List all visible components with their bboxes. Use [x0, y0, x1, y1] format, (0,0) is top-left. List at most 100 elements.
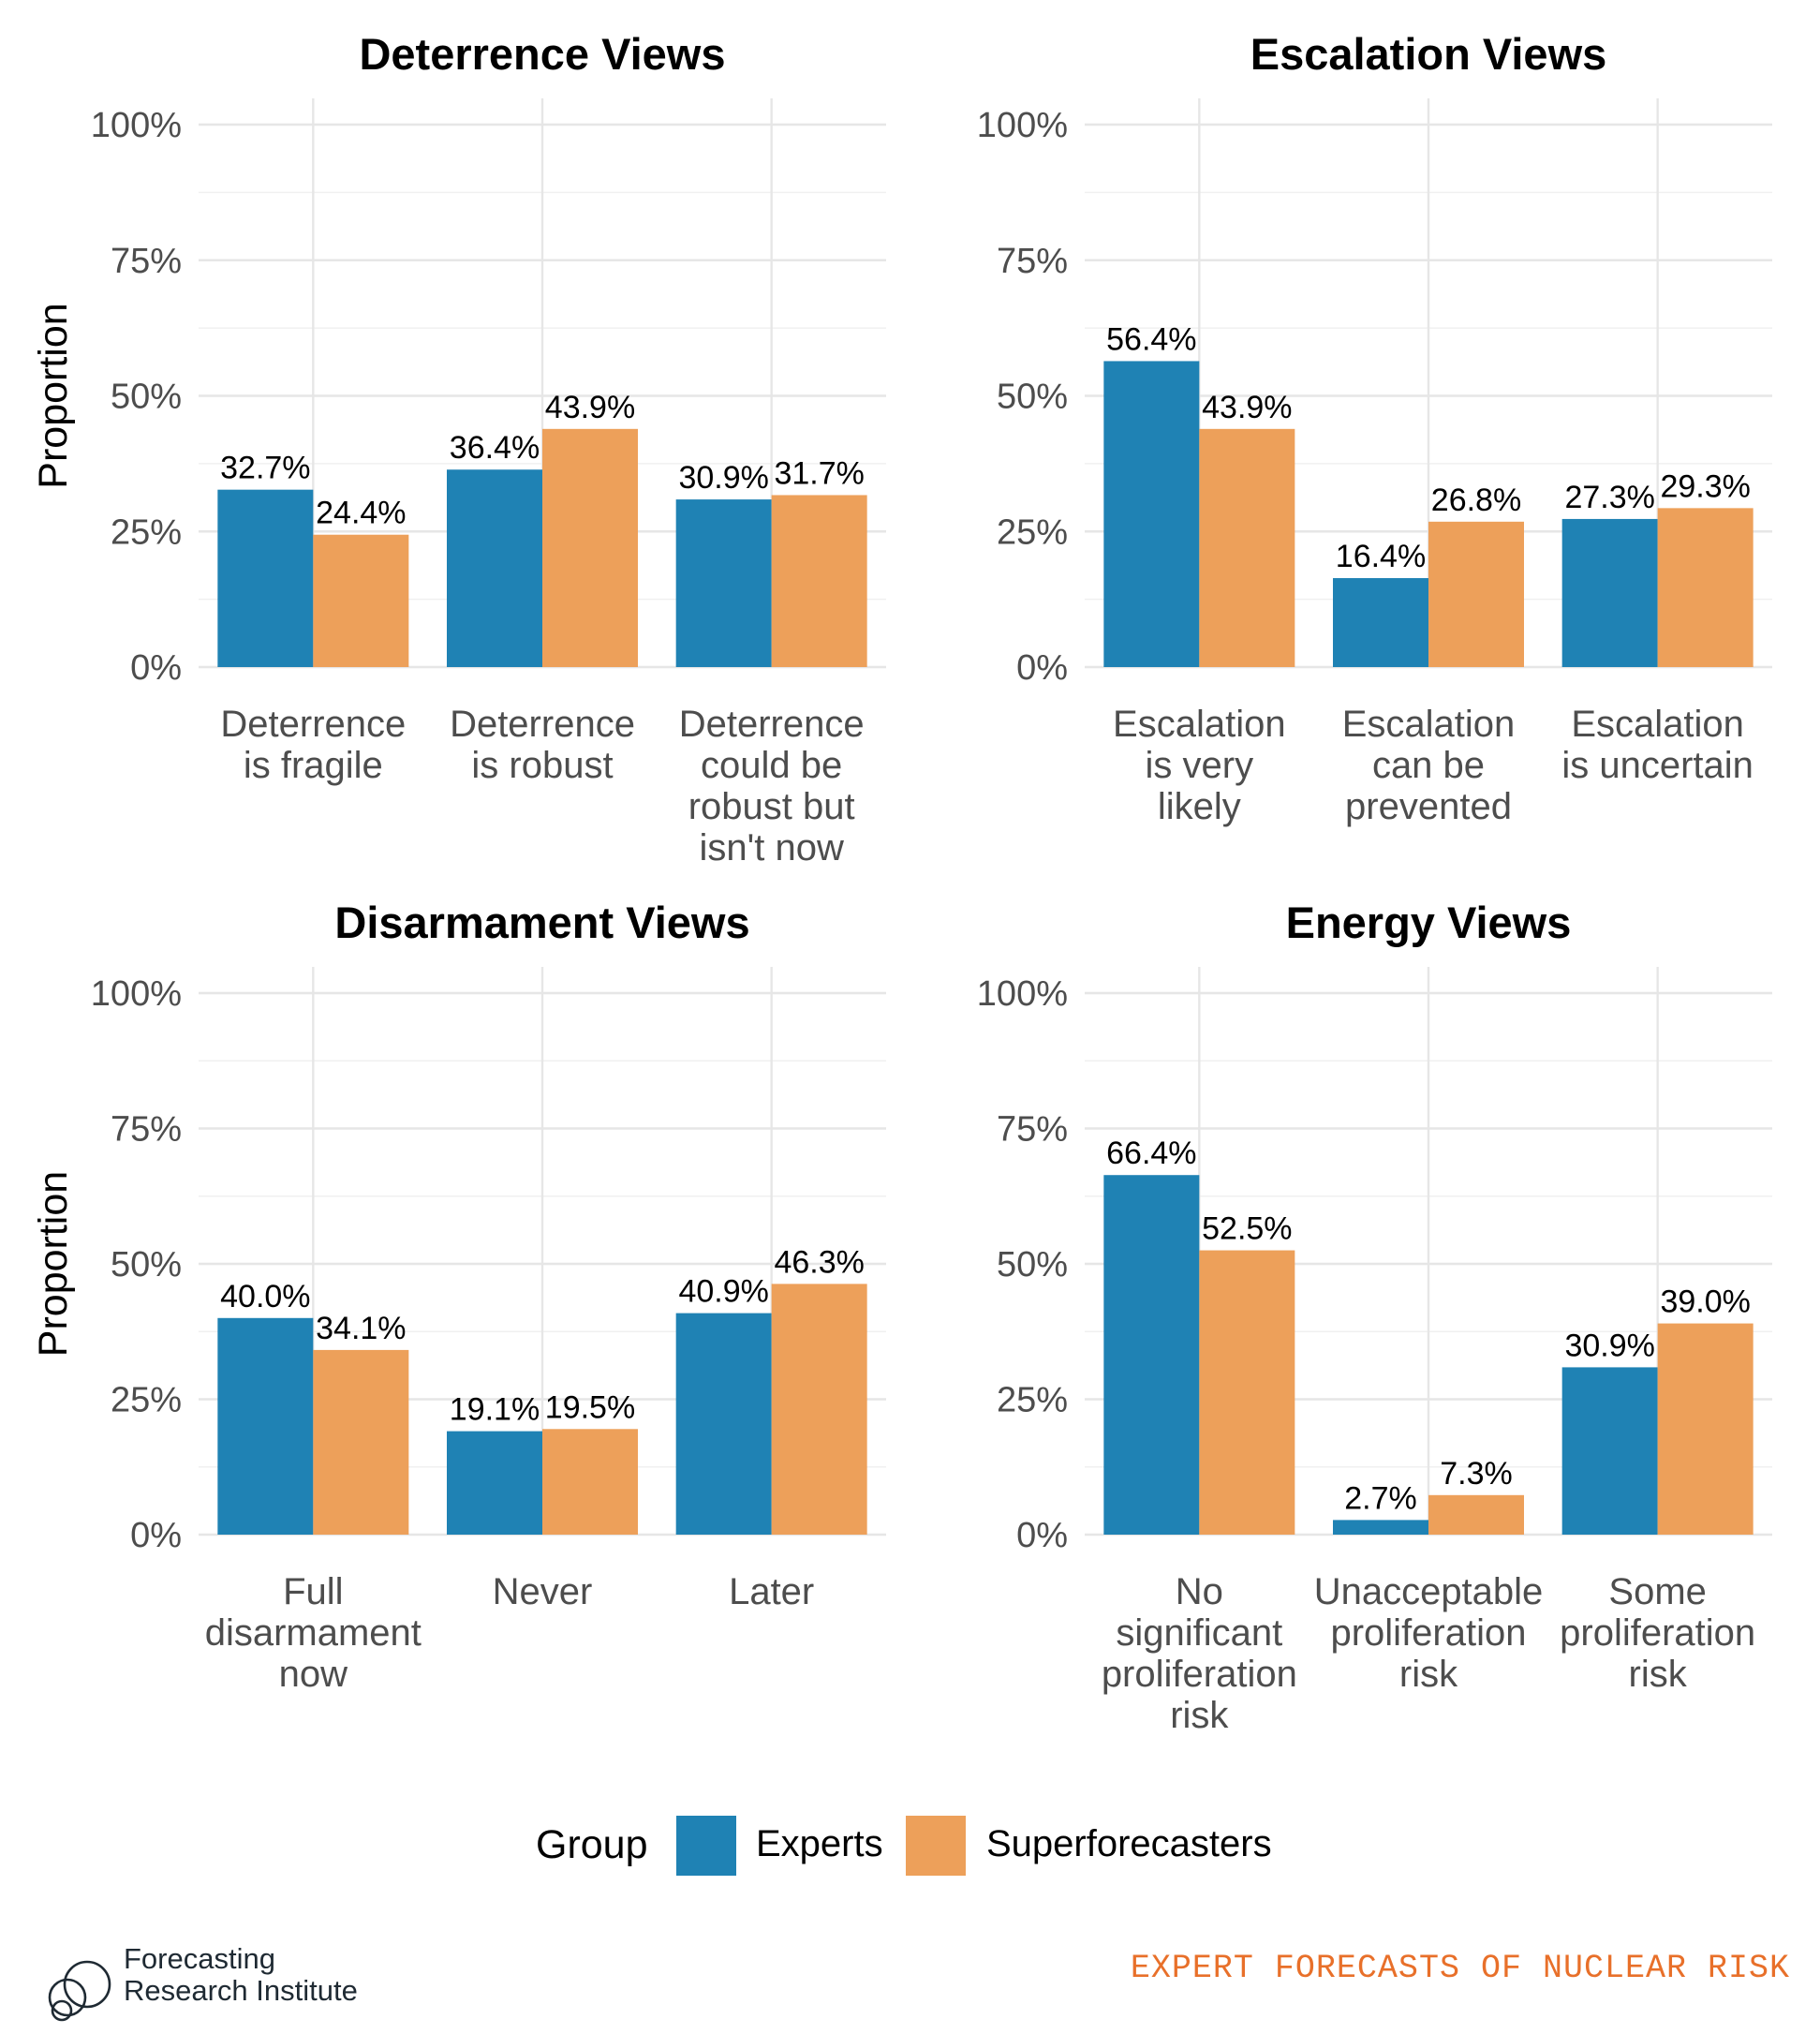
bar-experts [1333, 578, 1428, 667]
x-category-label: No significant proliferation risk [1102, 1571, 1297, 1736]
legend: Group Experts Superforecasters [536, 1816, 1272, 1876]
data-label: 56.4% [1106, 321, 1196, 357]
y-tick-label: 25% [111, 1381, 182, 1420]
data-label: 27.3% [1564, 480, 1654, 515]
y-tick-label: 75% [997, 242, 1068, 281]
legend-title: Group [536, 1822, 648, 1867]
y-tick-label: 0% [130, 1516, 182, 1555]
y-tick-label: 75% [111, 1110, 182, 1150]
bar-experts [1333, 1520, 1428, 1535]
bar-experts [447, 469, 542, 667]
data-label: 43.9% [1202, 390, 1292, 425]
data-label: 66.4% [1106, 1136, 1196, 1171]
data-label: 52.5% [1202, 1211, 1292, 1247]
data-label: 29.3% [1660, 468, 1750, 504]
y-axis-label: Proportion [31, 1171, 76, 1357]
x-category-label: Never [493, 1571, 593, 1612]
data-label: 19.1% [450, 1392, 540, 1428]
data-label: 40.9% [678, 1274, 768, 1310]
bar-experts [1561, 1367, 1658, 1535]
data-label: 7.3% [1440, 1456, 1513, 1492]
x-category-label: Escalation is very likely [1113, 704, 1286, 827]
data-label: 43.9% [545, 390, 635, 425]
data-label: 30.9% [1564, 1328, 1654, 1363]
data-label: 34.1% [316, 1311, 406, 1346]
bar-superforecasters [542, 428, 638, 667]
x-category-label: Deterrence is fragile [220, 704, 406, 786]
bar-superforecasters [313, 534, 409, 667]
data-label: 19.5% [545, 1389, 635, 1425]
y-axis-label: Proportion [31, 303, 76, 488]
bar-experts [217, 489, 314, 667]
org-name-line1: Forecasting [124, 1942, 275, 1975]
y-tick-label: 25% [111, 512, 182, 552]
bar-superforecasters [1199, 428, 1295, 667]
x-category-label: Full disarmament now [205, 1571, 422, 1695]
chart-panel: 0% 25% 50% 75% 100% 32.7%24.4% Deterrence is fr… [31, 29, 886, 869]
bar-experts [675, 499, 772, 667]
bar-superforecasters [313, 1349, 409, 1535]
y-tick-label: 75% [997, 1110, 1068, 1150]
data-label: 16.4% [1336, 539, 1426, 574]
bar-superforecasters [1199, 1250, 1295, 1535]
report-tagline: EXPERT FORECASTS OF NUCLEAR RISK [1131, 1950, 1790, 1987]
footer: Forecasting Research Institute EXPERT FO… [48, 1942, 1790, 2022]
legend-label-superforecasters: Superforecasters [986, 1823, 1272, 1864]
x-category-label: Escalation can be prevented [1342, 704, 1516, 827]
x-category-label: Escalation is uncertain [1561, 704, 1753, 786]
data-label: 30.9% [678, 460, 768, 496]
legend-swatch-experts [676, 1816, 736, 1876]
x-category-label: Some proliferation risk [1560, 1571, 1755, 1695]
bar-superforecasters [1657, 1323, 1753, 1535]
x-category-label: Unacceptable proliferation risk [1314, 1571, 1544, 1695]
bar-superforecasters [771, 1284, 867, 1535]
y-tick-label: 25% [997, 512, 1068, 552]
x-category-label: Deterrence could be robust but isn't now [679, 704, 865, 869]
y-tick-label: 50% [997, 378, 1068, 417]
legend-swatch-superforecasters [906, 1816, 966, 1876]
y-tick-label: 0% [130, 648, 182, 688]
data-label: 26.8% [1431, 483, 1521, 518]
x-category-label: Later [729, 1571, 814, 1612]
y-tick-label: 0% [1016, 648, 1068, 688]
chart-panel: 0% 25% 50% 75% 100% 56.4%43.9% Escalation is ve… [977, 29, 1772, 827]
chart-title: Escalation Views [1250, 29, 1607, 79]
bar-experts [217, 1317, 314, 1535]
bar-superforecasters [1657, 508, 1753, 667]
y-tick-label: 50% [111, 378, 182, 417]
chart-panel: 0% 25% 50% 75% 100% 40.0%34.1% Full disarmament… [31, 898, 886, 1695]
bar-experts [1561, 518, 1658, 667]
data-label: 39.0% [1660, 1284, 1750, 1320]
bar-experts [675, 1313, 772, 1535]
y-tick-label: 100% [977, 974, 1068, 1014]
bar-superforecasters [771, 495, 867, 667]
bar-experts [447, 1431, 542, 1535]
data-label: 32.7% [220, 451, 310, 486]
y-tick-label: 0% [1016, 1516, 1068, 1555]
bar-superforecasters [542, 1429, 638, 1535]
y-tick-label: 50% [997, 1245, 1068, 1284]
fri-logo-icon [48, 1960, 111, 2022]
y-tick-label: 75% [111, 242, 182, 281]
y-tick-label: 100% [91, 974, 182, 1014]
y-tick-label: 50% [111, 1245, 182, 1284]
chart-title: Deterrence Views [359, 29, 725, 79]
data-label: 46.3% [774, 1244, 864, 1280]
y-tick-label: 100% [977, 106, 1068, 145]
data-label: 40.0% [220, 1279, 310, 1314]
bar-experts [1103, 361, 1200, 667]
legend-label-experts: Experts [756, 1823, 883, 1864]
data-label: 2.7% [1344, 1480, 1417, 1516]
y-tick-label: 100% [91, 106, 182, 145]
org-name-line2: Research Institute [124, 1974, 358, 2007]
data-label: 36.4% [450, 430, 540, 466]
data-label: 24.4% [316, 496, 406, 531]
bar-superforecasters [1428, 521, 1524, 667]
chart-panels: 0% 25% 50% 75% 100% 32.7%24.4% Deterrence is fr… [31, 29, 1772, 1736]
chart-title: Energy Views [1286, 898, 1572, 947]
data-label: 31.7% [774, 455, 864, 491]
bar-experts [1103, 1175, 1200, 1535]
chart-title: Disarmament Views [334, 898, 749, 947]
bar-superforecasters [1428, 1494, 1524, 1535]
